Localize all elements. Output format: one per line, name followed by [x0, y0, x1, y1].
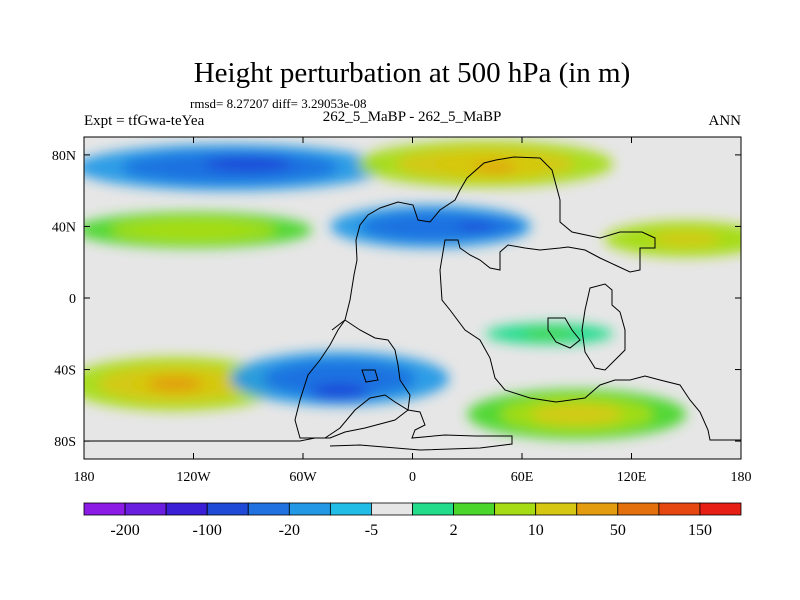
field-region-core-south-central-negative-core	[322, 386, 357, 396]
colorbar-swatch	[247, 502, 290, 516]
y-tick-label: 80N	[52, 149, 76, 164]
x-tick-label: 60W	[289, 470, 317, 485]
colorbar-label: 10	[528, 522, 544, 539]
colorbar-label: -20	[279, 522, 300, 539]
field-region-core-tropical-east-positive	[522, 329, 577, 339]
y-tick-label: 80S	[54, 435, 76, 450]
field-region-core-north-west-blue-core	[221, 159, 276, 169]
colorbar-swatch	[617, 502, 660, 516]
continent-outlines	[84, 156, 741, 451]
colorbar-label: -200	[110, 522, 139, 539]
colorbar-label: 50	[610, 522, 626, 539]
colorbar-swatch	[535, 502, 578, 516]
colorbar-swatch	[576, 502, 619, 516]
axes: 180 120W 60W 0 60E 120E 180 80N 40N 0 40S 80S	[52, 137, 752, 485]
contour-field	[84, 140, 741, 440]
x-tick-label: 120W	[176, 470, 211, 485]
colorbar-swatch	[658, 502, 701, 516]
case-label: 262_5_MaBP - 262_5_MaBP	[323, 109, 502, 125]
colorbar-swatch	[288, 502, 331, 516]
x-tick-label: 180	[731, 470, 752, 485]
x-tick-label: 120E	[617, 470, 647, 485]
field-region-core-south-east-positive	[530, 403, 623, 425]
central-landmass-outline	[294, 319, 411, 439]
east-island-outline	[581, 283, 626, 371]
x-tick-label: 180	[74, 470, 95, 485]
field-region-core-midlat-central-negative-core	[457, 221, 496, 231]
field-region-core-south-west-positive-core	[158, 379, 193, 389]
y-tick-label: 40S	[54, 364, 76, 379]
colorbar: -200 -100 -20 -5 2 10 50 150	[83, 502, 742, 539]
chart-title: Height perturbation at 500 hPa (in m)	[194, 57, 631, 89]
colorbar-label: 2	[450, 522, 458, 539]
colorbar-swatch	[329, 502, 372, 516]
colorbar-swatch	[412, 502, 454, 516]
colorbar-label: -100	[193, 522, 222, 539]
colorbar-label: -5	[365, 522, 378, 539]
tiny-island-outline	[361, 369, 379, 383]
colorbar-swatch	[124, 502, 167, 516]
west-continent-outline	[331, 156, 741, 441]
south-continent-outline	[84, 409, 513, 451]
field-region-core-midlat-west-positive	[143, 222, 244, 238]
colorbar-swatch	[494, 502, 537, 516]
colorbar-swatch	[83, 502, 126, 516]
x-tick-label: 0	[409, 470, 416, 485]
x-tick-label: 60E	[511, 470, 534, 485]
y-tick-label: 0	[69, 292, 76, 307]
small-island-outline	[547, 317, 581, 349]
colorbar-swatch	[206, 502, 249, 516]
colorbar-swatch	[453, 502, 496, 516]
colorbar-label: 150	[688, 522, 712, 539]
experiment-label: Expt = tfGwa-teYea	[84, 113, 205, 129]
y-tick-label: 40N	[52, 220, 76, 235]
colorbar-swatch	[371, 502, 413, 516]
field-region-core-north-polar-positive-core	[473, 162, 517, 172]
stats-label: rmsd= 8.27207 diff= 3.29053e-08	[190, 96, 367, 111]
field-region-core-midlat-east-positive	[651, 231, 721, 247]
colorbar-swatch	[165, 502, 208, 516]
season-label: ANN	[709, 113, 742, 129]
colorbar-swatch	[699, 502, 742, 516]
